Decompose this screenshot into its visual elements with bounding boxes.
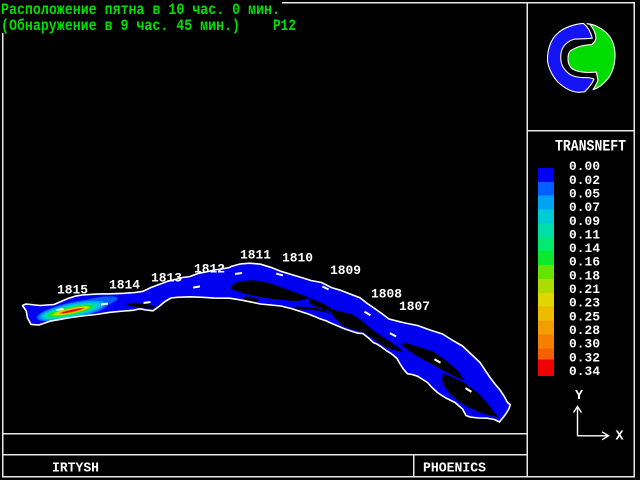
svg-text:1808: 1808 — [371, 287, 402, 302]
svg-text:0.21: 0.21 — [569, 282, 600, 297]
svg-text:1810: 1810 — [282, 251, 313, 266]
svg-text:0.18: 0.18 — [569, 268, 600, 283]
svg-text:1815: 1815 — [57, 283, 88, 298]
svg-text:0.23: 0.23 — [569, 296, 600, 311]
svg-text:0.00: 0.00 — [569, 159, 600, 174]
svg-text:1811: 1811 — [240, 248, 271, 263]
svg-text:1814: 1814 — [109, 278, 140, 293]
svg-text:0.11: 0.11 — [569, 227, 600, 242]
svg-text:Y: Y — [575, 389, 584, 404]
svg-text:1813: 1813 — [151, 271, 182, 286]
svg-text:0.28: 0.28 — [569, 323, 600, 338]
svg-text:0.14: 0.14 — [569, 241, 600, 256]
svg-text:0.25: 0.25 — [569, 309, 600, 324]
svg-text:0.16: 0.16 — [569, 255, 600, 270]
svg-text:0.05: 0.05 — [569, 187, 600, 202]
svg-text:0.34: 0.34 — [569, 364, 600, 379]
svg-text:0.02: 0.02 — [569, 173, 600, 188]
svg-text:1812: 1812 — [194, 262, 225, 277]
svg-text:PHOENICS: PHOENICS — [423, 462, 486, 477]
svg-text:TRANSNEFT: TRANSNEFT — [555, 138, 626, 156]
svg-text:0.30: 0.30 — [569, 337, 600, 352]
svg-text:1807: 1807 — [399, 299, 430, 314]
svg-text:Расположение пятна в 10 час. 0: Расположение пятна в 10 час. 0 мин. — [1, 1, 280, 19]
svg-text:0.32: 0.32 — [569, 350, 600, 365]
svg-text:1809: 1809 — [330, 263, 361, 278]
svg-text:(Обнаружение в 9 час. 45 мин.): (Обнаружение в 9 час. 45 мин.) — [1, 17, 240, 35]
svg-text:IRTYSH: IRTYSH — [52, 462, 99, 477]
svg-text:P12: P12 — [273, 17, 296, 35]
svg-text:0.07: 0.07 — [569, 200, 600, 215]
svg-text:X: X — [616, 430, 625, 445]
svg-text:0.09: 0.09 — [569, 214, 600, 229]
